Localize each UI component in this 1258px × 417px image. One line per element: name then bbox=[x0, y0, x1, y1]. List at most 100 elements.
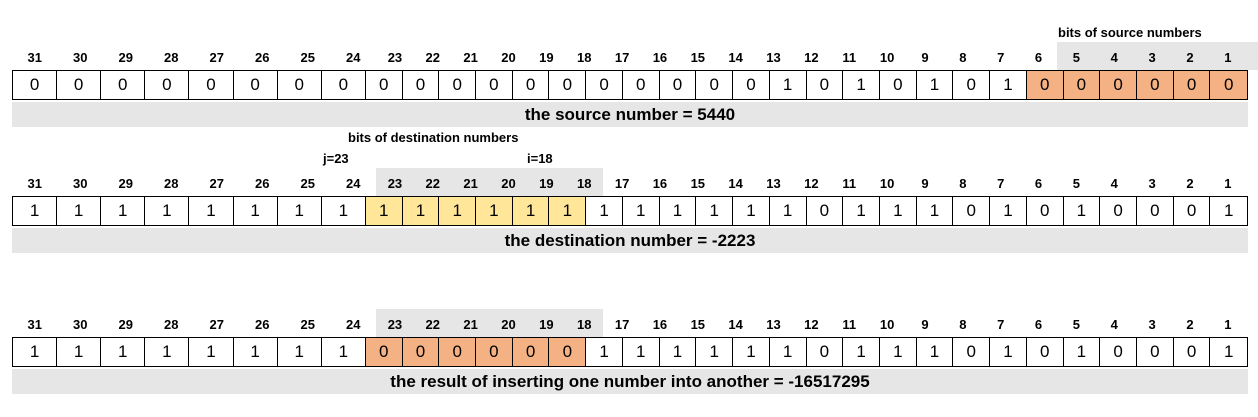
bit-cell: 0 bbox=[439, 338, 477, 366]
bit-index: 0 bbox=[1247, 176, 1258, 191]
i-label: i=18 bbox=[527, 151, 553, 166]
bit-index: 13 bbox=[766, 50, 781, 65]
bit-index: 31 bbox=[27, 317, 42, 332]
bit-cell: 0 bbox=[586, 71, 623, 99]
bit-index: 24 bbox=[346, 317, 361, 332]
bit-index: 19 bbox=[539, 50, 554, 65]
bit-cell: 0 bbox=[1137, 338, 1174, 366]
bit-cell: 0 bbox=[476, 71, 513, 99]
bit-cell: 0 bbox=[1100, 197, 1137, 225]
bit-index: 9 bbox=[921, 176, 929, 191]
bit-cell: 1 bbox=[843, 338, 880, 366]
bit-cell: 1 bbox=[770, 197, 807, 225]
bit-index: 9 bbox=[921, 50, 929, 65]
bit-index: 10 bbox=[879, 50, 895, 65]
bit-index: 23 bbox=[387, 317, 403, 332]
bit-index: 2 bbox=[1186, 176, 1194, 191]
bit-index: 3 bbox=[1148, 176, 1156, 191]
result-highlight-band bbox=[376, 309, 604, 337]
bit-cell: 0 bbox=[953, 197, 991, 225]
bit-cell: 1 bbox=[917, 197, 954, 225]
bit-index: 20 bbox=[501, 176, 516, 191]
bit-index: 5 bbox=[1072, 317, 1081, 332]
bit-cell: 0 bbox=[1100, 71, 1137, 99]
j-label: j=23 bbox=[323, 151, 349, 166]
bit-cell: 1 bbox=[843, 71, 880, 99]
destination-index-header: 31 30 29 28 27 26 25 24 23 22 21 20 19 18 17 16 15 14 13 12… bbox=[0, 168, 1258, 196]
bit-cell: 1 bbox=[696, 197, 734, 225]
bit-index: 5 bbox=[1072, 176, 1081, 191]
bit-index: 1 bbox=[1224, 50, 1232, 65]
bit-index: 19 bbox=[539, 317, 554, 332]
bit-index: 16 bbox=[652, 176, 668, 191]
bit-cell: 1 bbox=[880, 338, 917, 366]
bit-index: 14 bbox=[728, 50, 743, 65]
bit-cell: 1 bbox=[145, 338, 190, 366]
bit-cell: 1 bbox=[586, 338, 623, 366]
bit-cell: 1 bbox=[234, 338, 278, 366]
bit-cell: 1 bbox=[476, 197, 513, 225]
bit-index: 0 bbox=[1247, 317, 1258, 332]
bit-cell: 1 bbox=[1064, 338, 1101, 366]
bit-cell: 0 bbox=[189, 71, 234, 99]
bit-cell: 1 bbox=[660, 197, 697, 225]
bit-index: 25 bbox=[300, 50, 315, 65]
bit-cell: 1 bbox=[990, 71, 1027, 99]
bit-cell: 0 bbox=[549, 338, 587, 366]
result-index-header: 31 30 29 28 27 26 25 24 23 22 21 20 19 18 17 16 15 14 13 12… bbox=[0, 309, 1258, 337]
bit-cell: 0 bbox=[402, 338, 440, 366]
bit-cell: 1 bbox=[1224, 201, 1234, 220]
bit-cell: 0 bbox=[807, 71, 844, 99]
bit-cell: 0 bbox=[807, 197, 844, 225]
bit-index: 28 bbox=[164, 50, 179, 65]
bit-cell: 1 bbox=[13, 338, 58, 366]
result-caption: the result of inserting one number into … bbox=[12, 369, 1248, 394]
bit-index: 26 bbox=[255, 317, 270, 332]
bit-cell: 0 bbox=[1027, 197, 1064, 225]
bit-index: 31 bbox=[27, 176, 42, 191]
bit-index: 4 bbox=[1110, 50, 1118, 65]
bit-cell: 1 bbox=[189, 197, 234, 225]
bit-cell: 1 bbox=[234, 197, 278, 225]
bit-index: 30 bbox=[73, 317, 88, 332]
bit-index: 6 bbox=[1034, 176, 1043, 191]
bit-index: 15 bbox=[690, 176, 706, 191]
bit-index: 18 bbox=[576, 50, 592, 65]
bit-index: 2 bbox=[1186, 317, 1194, 332]
bit-cell: 1 bbox=[990, 197, 1027, 225]
bit-index: 31 bbox=[27, 50, 42, 65]
bit-cell: 0 bbox=[733, 71, 770, 99]
bit-cell: 0 bbox=[278, 71, 322, 99]
bit-cell: 1 bbox=[770, 338, 807, 366]
bit-index: 22 bbox=[425, 50, 441, 65]
bit-index: 12 bbox=[804, 176, 819, 191]
bit-index: 12 bbox=[804, 50, 819, 65]
bit-index: 3 bbox=[1148, 317, 1156, 332]
bit-index: 2 bbox=[1186, 50, 1194, 65]
destination-caption: the destination number = -2223 bbox=[12, 228, 1248, 253]
bit-index: 19 bbox=[539, 176, 554, 191]
bit-index: 14 bbox=[728, 317, 743, 332]
bit-cell: 1 bbox=[1224, 342, 1234, 361]
bit-cell: 0 bbox=[403, 71, 440, 99]
bit-index: 16 bbox=[652, 50, 668, 65]
bit-cell: 0 bbox=[807, 338, 844, 366]
bit-cell: 1 bbox=[880, 197, 917, 225]
bit-index: 14 bbox=[728, 176, 743, 191]
bit-index: 16 bbox=[652, 317, 668, 332]
bit-index: 23 bbox=[387, 176, 403, 191]
bit-cell: 1 bbox=[189, 338, 234, 366]
bit-index: 15 bbox=[690, 317, 706, 332]
bit-cell: 0 bbox=[1210, 71, 1248, 99]
bit-index: 21 bbox=[463, 176, 478, 191]
bit-index: 26 bbox=[255, 176, 270, 191]
bit-cell: 0 bbox=[145, 71, 190, 99]
bit-cell: 1 bbox=[623, 197, 660, 225]
bit-cell: 0 bbox=[549, 71, 587, 99]
bit-cell: 0 bbox=[1174, 197, 1211, 225]
bit-index: 10 bbox=[879, 317, 895, 332]
bit-cell: 1 bbox=[770, 71, 807, 99]
bit-cell: 1 bbox=[1064, 197, 1101, 225]
